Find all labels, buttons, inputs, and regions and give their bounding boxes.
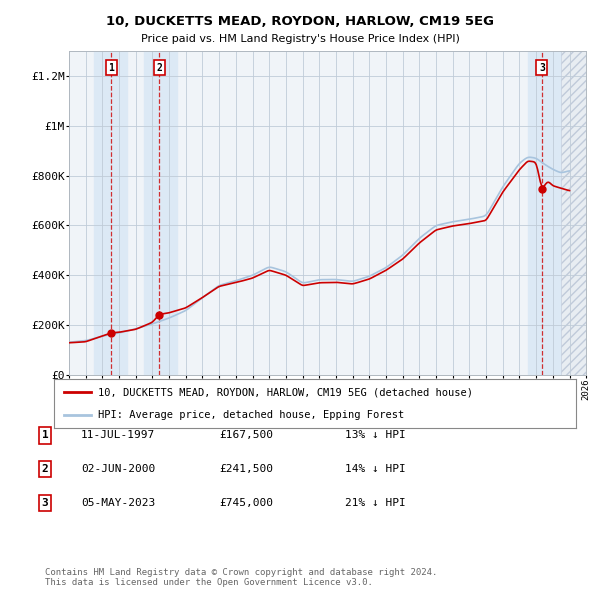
Text: 1: 1 (108, 63, 114, 73)
Text: 13% ↓ HPI: 13% ↓ HPI (345, 431, 406, 440)
Text: 10, DUCKETTS MEAD, ROYDON, HARLOW, CM19 5EG: 10, DUCKETTS MEAD, ROYDON, HARLOW, CM19 … (106, 15, 494, 28)
Point (106, 328, 116, 337)
Text: HPI: Average price, detached house, Epping Forest: HPI: Average price, detached house, Eppi… (98, 409, 404, 419)
Text: 02-JUN-2000: 02-JUN-2000 (81, 464, 155, 474)
Bar (528, 51, 561, 375)
Text: 11-JUL-1997: 11-JUL-1997 (81, 431, 155, 440)
Point (537, 185, 547, 194)
Text: 2: 2 (157, 63, 163, 73)
Point (155, 310, 164, 319)
Text: £167,500: £167,500 (219, 431, 273, 440)
Text: 05-MAY-2023: 05-MAY-2023 (81, 498, 155, 507)
Text: 3: 3 (539, 63, 545, 73)
Text: 14% ↓ HPI: 14% ↓ HPI (345, 464, 406, 474)
Text: £241,500: £241,500 (219, 464, 273, 474)
Bar (94, 51, 127, 375)
Text: 10, DUCKETTS MEAD, ROYDON, HARLOW, CM19 5EG (detached house): 10, DUCKETTS MEAD, ROYDON, HARLOW, CM19 … (98, 388, 473, 398)
Bar (561, 51, 586, 375)
Text: Contains HM Land Registry data © Crown copyright and database right 2024.
This d: Contains HM Land Registry data © Crown c… (45, 568, 437, 587)
Text: 3: 3 (41, 498, 49, 507)
Text: 1: 1 (41, 431, 49, 440)
Text: 2: 2 (41, 464, 49, 474)
Text: £745,000: £745,000 (219, 498, 273, 507)
Bar (144, 51, 178, 375)
Text: 21% ↓ HPI: 21% ↓ HPI (345, 498, 406, 507)
Text: Price paid vs. HM Land Registry's House Price Index (HPI): Price paid vs. HM Land Registry's House … (140, 34, 460, 44)
